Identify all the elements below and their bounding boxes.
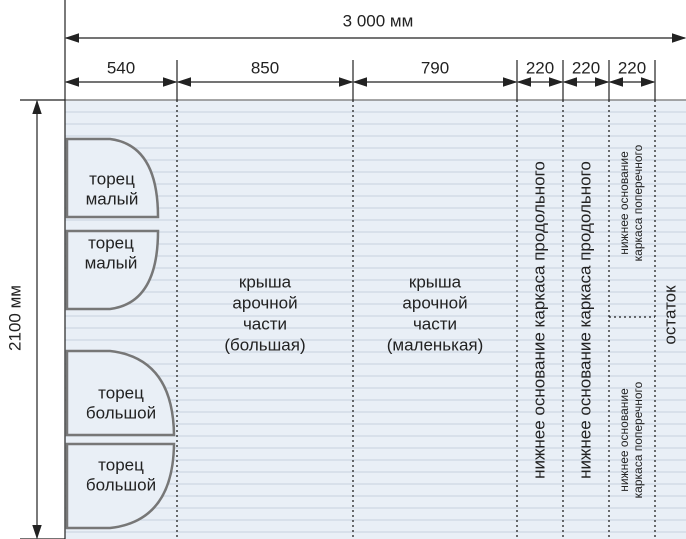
end-pieces xyxy=(65,137,176,530)
piece-label: малый xyxy=(85,253,138,272)
piece-label: остаток xyxy=(660,285,679,345)
dimension-lines xyxy=(32,33,686,539)
piece-label: нижнее основание xyxy=(617,388,631,492)
piece-label: (большая) xyxy=(224,335,305,354)
piece-label: части xyxy=(413,314,457,333)
piece-label: торец xyxy=(88,233,134,252)
segment-label: 220 xyxy=(572,58,600,77)
piece-label: каркаса поперечного xyxy=(631,381,645,498)
height-label: 2100 мм xyxy=(5,285,24,351)
ribs xyxy=(65,111,686,533)
piece-label: торец xyxy=(98,383,144,402)
piece-label: арочной xyxy=(402,293,467,312)
piece-label: большой xyxy=(86,475,156,494)
piece-label: крыша xyxy=(409,272,462,291)
piece-label: торец xyxy=(98,455,144,474)
piece-label: (маленькая) xyxy=(387,335,484,354)
piece-label: арочной xyxy=(232,293,297,312)
piece-label: малый xyxy=(86,189,139,208)
width-label: 3 000 мм xyxy=(343,11,414,30)
piece-label: каркаса поперечного xyxy=(631,144,645,261)
segment-label: 790 xyxy=(421,58,449,77)
cut-lines xyxy=(176,100,656,539)
piece-label: части xyxy=(243,314,287,333)
piece-label: торец xyxy=(89,169,135,188)
piece-label: нижнее основание xyxy=(617,151,631,255)
piece-label: крыша xyxy=(239,272,292,291)
piece-label: большой xyxy=(86,403,156,422)
piece-label: нижнее основание каркаса продольного xyxy=(575,161,594,479)
segment-label: 850 xyxy=(251,58,279,77)
piece-label: нижнее основание каркаса продольного xyxy=(529,161,548,479)
segment-label: 220 xyxy=(618,58,646,77)
extension-lines xyxy=(20,0,656,539)
segment-label: 220 xyxy=(526,58,554,77)
segment-label: 540 xyxy=(107,58,135,77)
